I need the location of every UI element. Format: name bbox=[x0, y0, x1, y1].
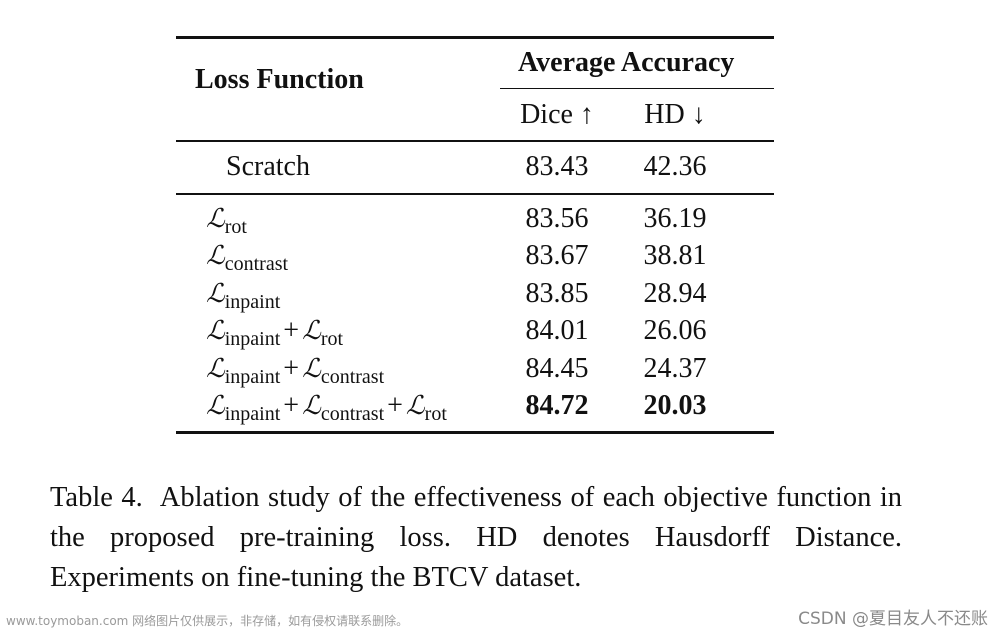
dice-value: 83.67 bbox=[525, 240, 589, 272]
loss-subscript: inpaint bbox=[224, 365, 281, 388]
loss-combination: ℒinpaint + ℒrot bbox=[206, 315, 343, 350]
dice-value: 84.01 bbox=[525, 315, 589, 347]
dice-value: 83.85 bbox=[525, 277, 589, 309]
plus-sign: + bbox=[283, 352, 300, 384]
watermark-left: www.toymoban.com 网络图片仅供展示，非存储，如有侵权请联系删除。 bbox=[6, 614, 409, 628]
loss-combination: ℒrot bbox=[206, 204, 247, 237]
loss-combination: ℒinpaint + ℒcontrast + ℒrot bbox=[206, 390, 447, 425]
header-bottom-rule bbox=[176, 140, 774, 142]
loss-subscript: inpaint bbox=[224, 290, 281, 313]
hd-header: HD ↓ bbox=[644, 99, 706, 130]
loss-symbol: ℒ bbox=[405, 391, 425, 421]
plus-sign: + bbox=[283, 390, 300, 421]
loss-combination: ℒinpaint bbox=[206, 278, 280, 312]
plus-sign: + bbox=[283, 315, 300, 347]
scratch-label: Scratch bbox=[226, 151, 310, 182]
loss-subscript: rot bbox=[224, 216, 247, 238]
loss-subscript: inpaint bbox=[224, 403, 281, 425]
loss-subscript: contrast bbox=[320, 365, 385, 388]
hd-value: 36.19 bbox=[643, 203, 707, 234]
dice-value: 84.45 bbox=[525, 352, 589, 384]
hd-value: 38.81 bbox=[643, 240, 707, 272]
loss-symbol: ℒ bbox=[302, 353, 321, 384]
hd-value: 28.94 bbox=[643, 277, 707, 309]
loss-symbol: ℒ bbox=[206, 316, 225, 347]
loss-symbol: ℒ bbox=[206, 353, 225, 384]
loss-combination: ℒinpaint + ℒcontrast bbox=[206, 352, 384, 387]
loss-combination: ℒcontrast bbox=[206, 241, 288, 274]
hd-value: 20.03 bbox=[643, 390, 707, 421]
loss-subscript: inpaint bbox=[224, 328, 281, 351]
scratch-bottom-rule bbox=[176, 193, 774, 195]
loss-symbol: ℒ bbox=[302, 316, 321, 347]
table-caption: Table 4. Ablation study of the effective… bbox=[50, 478, 902, 598]
table-bottom-rule bbox=[176, 431, 774, 434]
dice-header: Dice ↑ bbox=[520, 99, 594, 130]
plus-sign: + bbox=[387, 390, 403, 421]
hd-value: 26.06 bbox=[643, 315, 707, 347]
caption-text: Ablation study of the effectiveness of e… bbox=[50, 482, 903, 593]
loss-subscript: rot bbox=[424, 403, 447, 425]
scratch-hd: 42.36 bbox=[643, 151, 707, 182]
loss-symbol: ℒ bbox=[206, 204, 225, 234]
average-accuracy-underline bbox=[500, 88, 774, 90]
hd-value: 24.37 bbox=[643, 352, 707, 384]
watermark-right: CSDN @夏目友人不还账 bbox=[798, 609, 988, 629]
loss-subscript: contrast bbox=[320, 403, 385, 425]
table-top-rule bbox=[176, 36, 774, 39]
loss-subscript: contrast bbox=[224, 253, 289, 276]
loss-subscript: rot bbox=[320, 328, 344, 351]
loss-symbol: ℒ bbox=[302, 391, 321, 421]
caption-label: Table 4. bbox=[50, 482, 143, 513]
dice-value: 83.56 bbox=[525, 203, 589, 234]
loss-function-header: Loss Function bbox=[195, 64, 364, 95]
loss-symbol: ℒ bbox=[206, 241, 225, 272]
dice-value: 84.72 bbox=[525, 390, 589, 421]
average-accuracy-header: Average Accuracy bbox=[518, 47, 735, 78]
loss-symbol: ℒ bbox=[206, 391, 225, 421]
loss-symbol: ℒ bbox=[206, 278, 225, 309]
scratch-dice: 83.43 bbox=[525, 151, 589, 182]
